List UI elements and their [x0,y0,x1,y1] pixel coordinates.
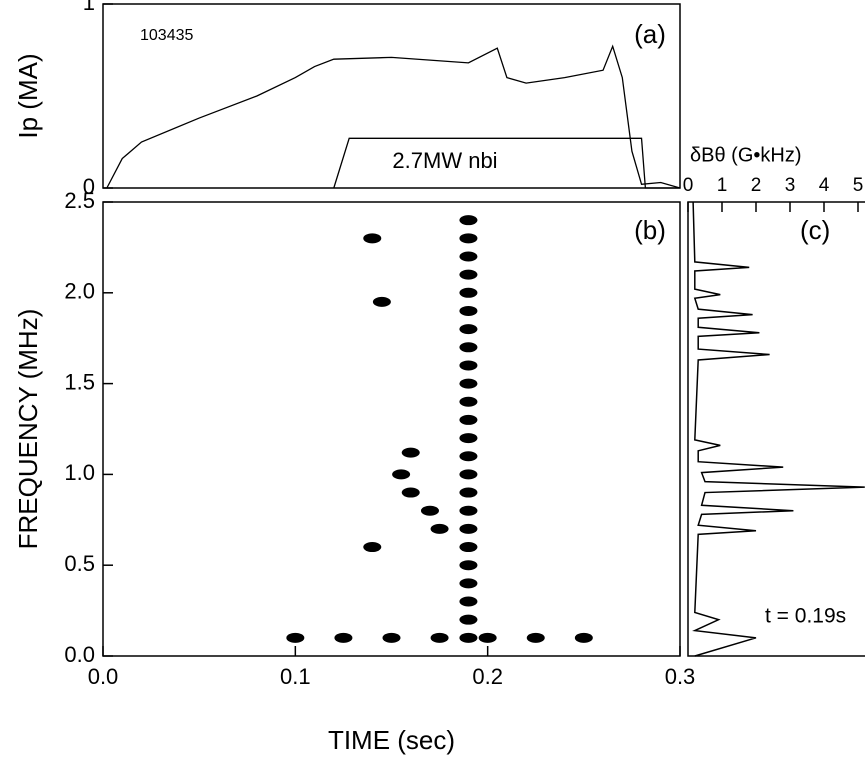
spectral-blob [459,578,478,589]
annotation: (c) [800,215,830,245]
spectral-blob [478,632,497,643]
spectral-blob [459,287,478,298]
spectral-blob [459,251,478,262]
spectrum-trace [692,201,865,657]
x-tick-label: 0.3 [665,664,696,689]
annotation: 103435 [140,27,193,44]
x-tick-label: 0.2 [472,664,503,689]
y-tick-label: 1 [83,0,95,15]
spectral-blob [459,215,478,226]
plot-frame [102,201,681,657]
spectral-blob [459,451,478,462]
spectral-blob [459,269,478,280]
spectral-blob [459,305,478,316]
trace [333,137,680,189]
panel-title: δBθ (G•kHz) [690,144,801,166]
spectral-blob [459,614,478,625]
spectral-blob [459,560,478,571]
spectral-blob [363,542,382,553]
trace [106,44,681,189]
spectral-blob [430,523,449,534]
y-axis-label: Ip (MA) [13,53,43,138]
x-axis-label: TIME (sec) [328,725,455,755]
spectral-blob [459,523,478,534]
x-tick-label: 0 [683,175,694,196]
x-tick-label: 1 [717,175,728,196]
spectral-blob [401,487,420,498]
spectral-blob [459,360,478,371]
spectral-blob [382,632,401,643]
plot-frame [102,3,681,189]
y-tick-label: 0.5 [64,551,95,576]
spectral-blob [430,632,449,643]
spectral-blob [334,632,353,643]
y-tick-label: 0.0 [64,642,95,667]
spectral-blob [459,433,478,444]
spectral-blob [459,233,478,244]
x-tick-label: 0.1 [280,664,311,689]
spectral-blob [459,342,478,353]
x-tick-label: 5 [853,175,864,196]
spectral-blob [459,378,478,389]
annotation: t = 0.19s [765,605,846,628]
x-tick-label: 2 [751,175,762,196]
spectral-blob [459,632,478,643]
y-tick-label: 2.5 [64,188,95,213]
annotation: (a) [634,19,666,49]
spectral-blob [459,542,478,553]
annotation: 2.7MW nbi [392,148,497,173]
spectral-blob [401,447,420,458]
spectral-blob [459,324,478,335]
spectral-blob [420,505,439,516]
spectral-blob [363,233,382,244]
annotation: (b) [634,215,666,245]
spectral-blob [459,505,478,516]
x-tick-label: 0.0 [88,664,119,689]
y-tick-label: 1.5 [64,369,95,394]
y-tick-label: 2.0 [64,279,95,304]
spectral-blob [459,487,478,498]
spectral-blob [459,414,478,425]
plot-frame [687,201,865,657]
spectral-blob [574,632,593,643]
y-tick-label: 1.0 [64,460,95,485]
x-tick-label: 3 [785,175,796,196]
spectral-blob [459,396,478,407]
spectral-blob [372,296,391,307]
x-tick-label: 4 [819,175,830,196]
y-tick-label: 0 [83,174,95,199]
spectral-blob [459,596,478,607]
spectral-blob [392,469,411,480]
spectral-blob [459,469,478,480]
y-axis-label: FREQUENCY (MHz) [13,309,43,550]
spectral-blob [286,632,305,643]
spectral-blob [526,632,545,643]
